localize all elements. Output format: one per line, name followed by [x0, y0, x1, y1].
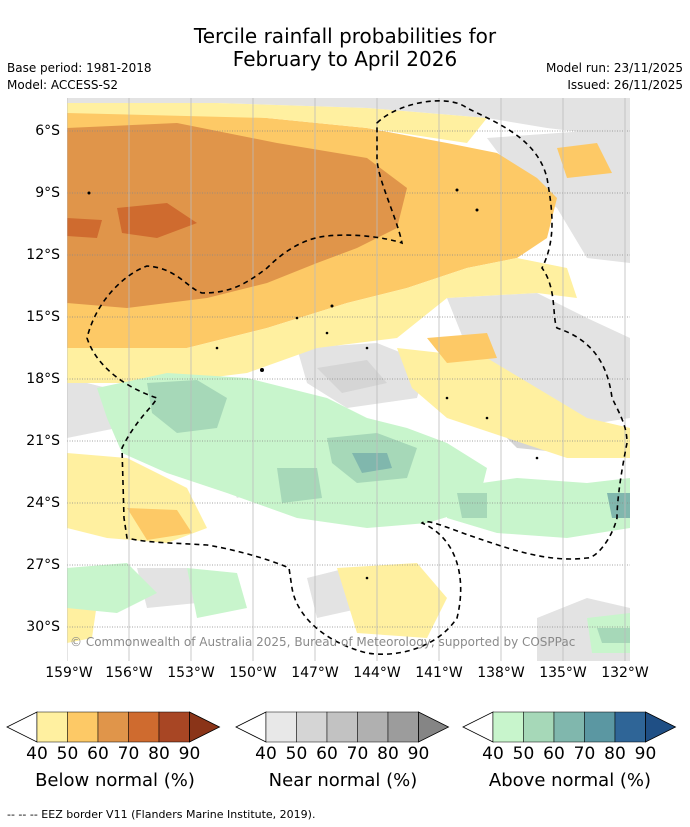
colorbar-tick-label: 40: [482, 744, 504, 764]
colorbar-segment: [523, 711, 555, 743]
colorbar-min-triangle: [235, 711, 267, 743]
longitude-label: 138°W: [477, 665, 525, 681]
colorbar-tick-label: 80: [377, 744, 399, 764]
latitude-label: 27°S: [26, 557, 60, 573]
colorbar-tick-label: 40: [255, 744, 277, 764]
longitude-label: 141°W: [415, 665, 463, 681]
colorbar-tick-label: 90: [407, 744, 430, 764]
colorbars: [6, 711, 677, 743]
colorbar-segment: [296, 711, 328, 743]
colorbar-segment: [326, 711, 358, 743]
longitude-label: 135°W: [539, 665, 587, 681]
longitude-label: 132°W: [601, 665, 649, 681]
longitude-label: 150°W: [229, 665, 277, 681]
near-normal-title: Near normal (%): [268, 770, 418, 791]
below-normal-regions: [67, 103, 630, 643]
colorbar-segment: [36, 711, 68, 743]
colorbar-max-triangle: [645, 711, 677, 743]
colorbar-tick-label: 90: [178, 744, 201, 764]
longitude-label: 153°W: [167, 665, 215, 681]
colorbar-near: [235, 711, 450, 743]
map-title-line2: February to April 2026: [232, 47, 458, 71]
longitude-label: 144°W: [353, 665, 401, 681]
latitude-label: 30°S: [26, 619, 60, 635]
islands: [87, 188, 539, 580]
colorbar-tick-label: 70: [117, 744, 140, 764]
colorbar-above: [462, 711, 677, 743]
longitude-label: 156°W: [105, 665, 153, 681]
latitude-label: 24°S: [26, 495, 60, 511]
map-longitude-lines: [67, 98, 626, 661]
near-normal-regions: [67, 98, 630, 661]
colorbar-segment: [553, 711, 585, 743]
map-title-line1: Tercile rainfall probabilities for: [193, 24, 497, 48]
colorbar-tick-label: 60: [543, 744, 565, 764]
probability-map: © Commonwealth of Australia 2025, Bureau…: [67, 98, 630, 661]
above-normal-title: Above normal (%): [488, 770, 652, 791]
colorbar-segment: [387, 711, 419, 743]
colorbar-max-triangle: [189, 711, 221, 743]
colorbar-tick-label: 50: [285, 744, 308, 764]
longitude-label: 159°W: [45, 665, 93, 681]
colorbar-segment: [584, 711, 616, 743]
colorbar-segment: [97, 711, 129, 743]
colorbar-segment: [128, 711, 160, 743]
colorbar-segment: [492, 711, 524, 743]
colorbar-tick-label: 70: [346, 744, 369, 764]
colorbar-max-triangle: [418, 711, 450, 743]
eez-note: -- -- -- EEZ border V11 (Flanders Marine…: [7, 808, 316, 821]
colorbar-segment: [614, 711, 646, 743]
issued-date: Issued: 26/11/2025: [567, 78, 683, 92]
colorbar-segment: [265, 711, 297, 743]
latitude-label: 21°S: [26, 433, 60, 449]
latitude-label: 18°S: [26, 371, 60, 387]
latitude-label: 12°S: [26, 247, 60, 263]
model-run: Model run: 23/11/2025: [545, 61, 683, 75]
colorbar-tick-label: 50: [56, 744, 79, 764]
colorbar-min-triangle: [462, 711, 494, 743]
eez-border: [86, 100, 628, 656]
colorbar-tick-label: 60: [87, 744, 109, 764]
colorbar-below: [6, 711, 221, 743]
colorbar-tick-label: 80: [604, 744, 626, 764]
model-name: Model: ACCESS-S2: [7, 78, 119, 92]
below-normal-title: Below normal (%): [35, 770, 195, 791]
above-normal-regions: [67, 373, 630, 653]
colorbar-tick-label: 70: [573, 744, 596, 764]
colorbar-segment: [67, 711, 99, 743]
colorbar-tick-label: 40: [26, 744, 48, 764]
latitude-label: 15°S: [26, 309, 60, 325]
colorbar-min-triangle: [6, 711, 38, 743]
longitude-label: 147°W: [291, 665, 339, 681]
colorbar-tick-label: 90: [634, 744, 657, 764]
latitude-label: 6°S: [35, 123, 60, 139]
colorbar-tick-label: 80: [148, 744, 170, 764]
colorbar-segment: [158, 711, 190, 743]
colorbar-tick-label: 50: [512, 744, 535, 764]
latitude-label: 9°S: [35, 185, 60, 201]
copyright-text: © Commonwealth of Australia 2025, Bureau…: [70, 635, 575, 649]
colorbar-tick-label: 60: [316, 744, 338, 764]
base-period: Base period: 1981-2018: [7, 61, 152, 75]
colorbar-segment: [357, 711, 389, 743]
